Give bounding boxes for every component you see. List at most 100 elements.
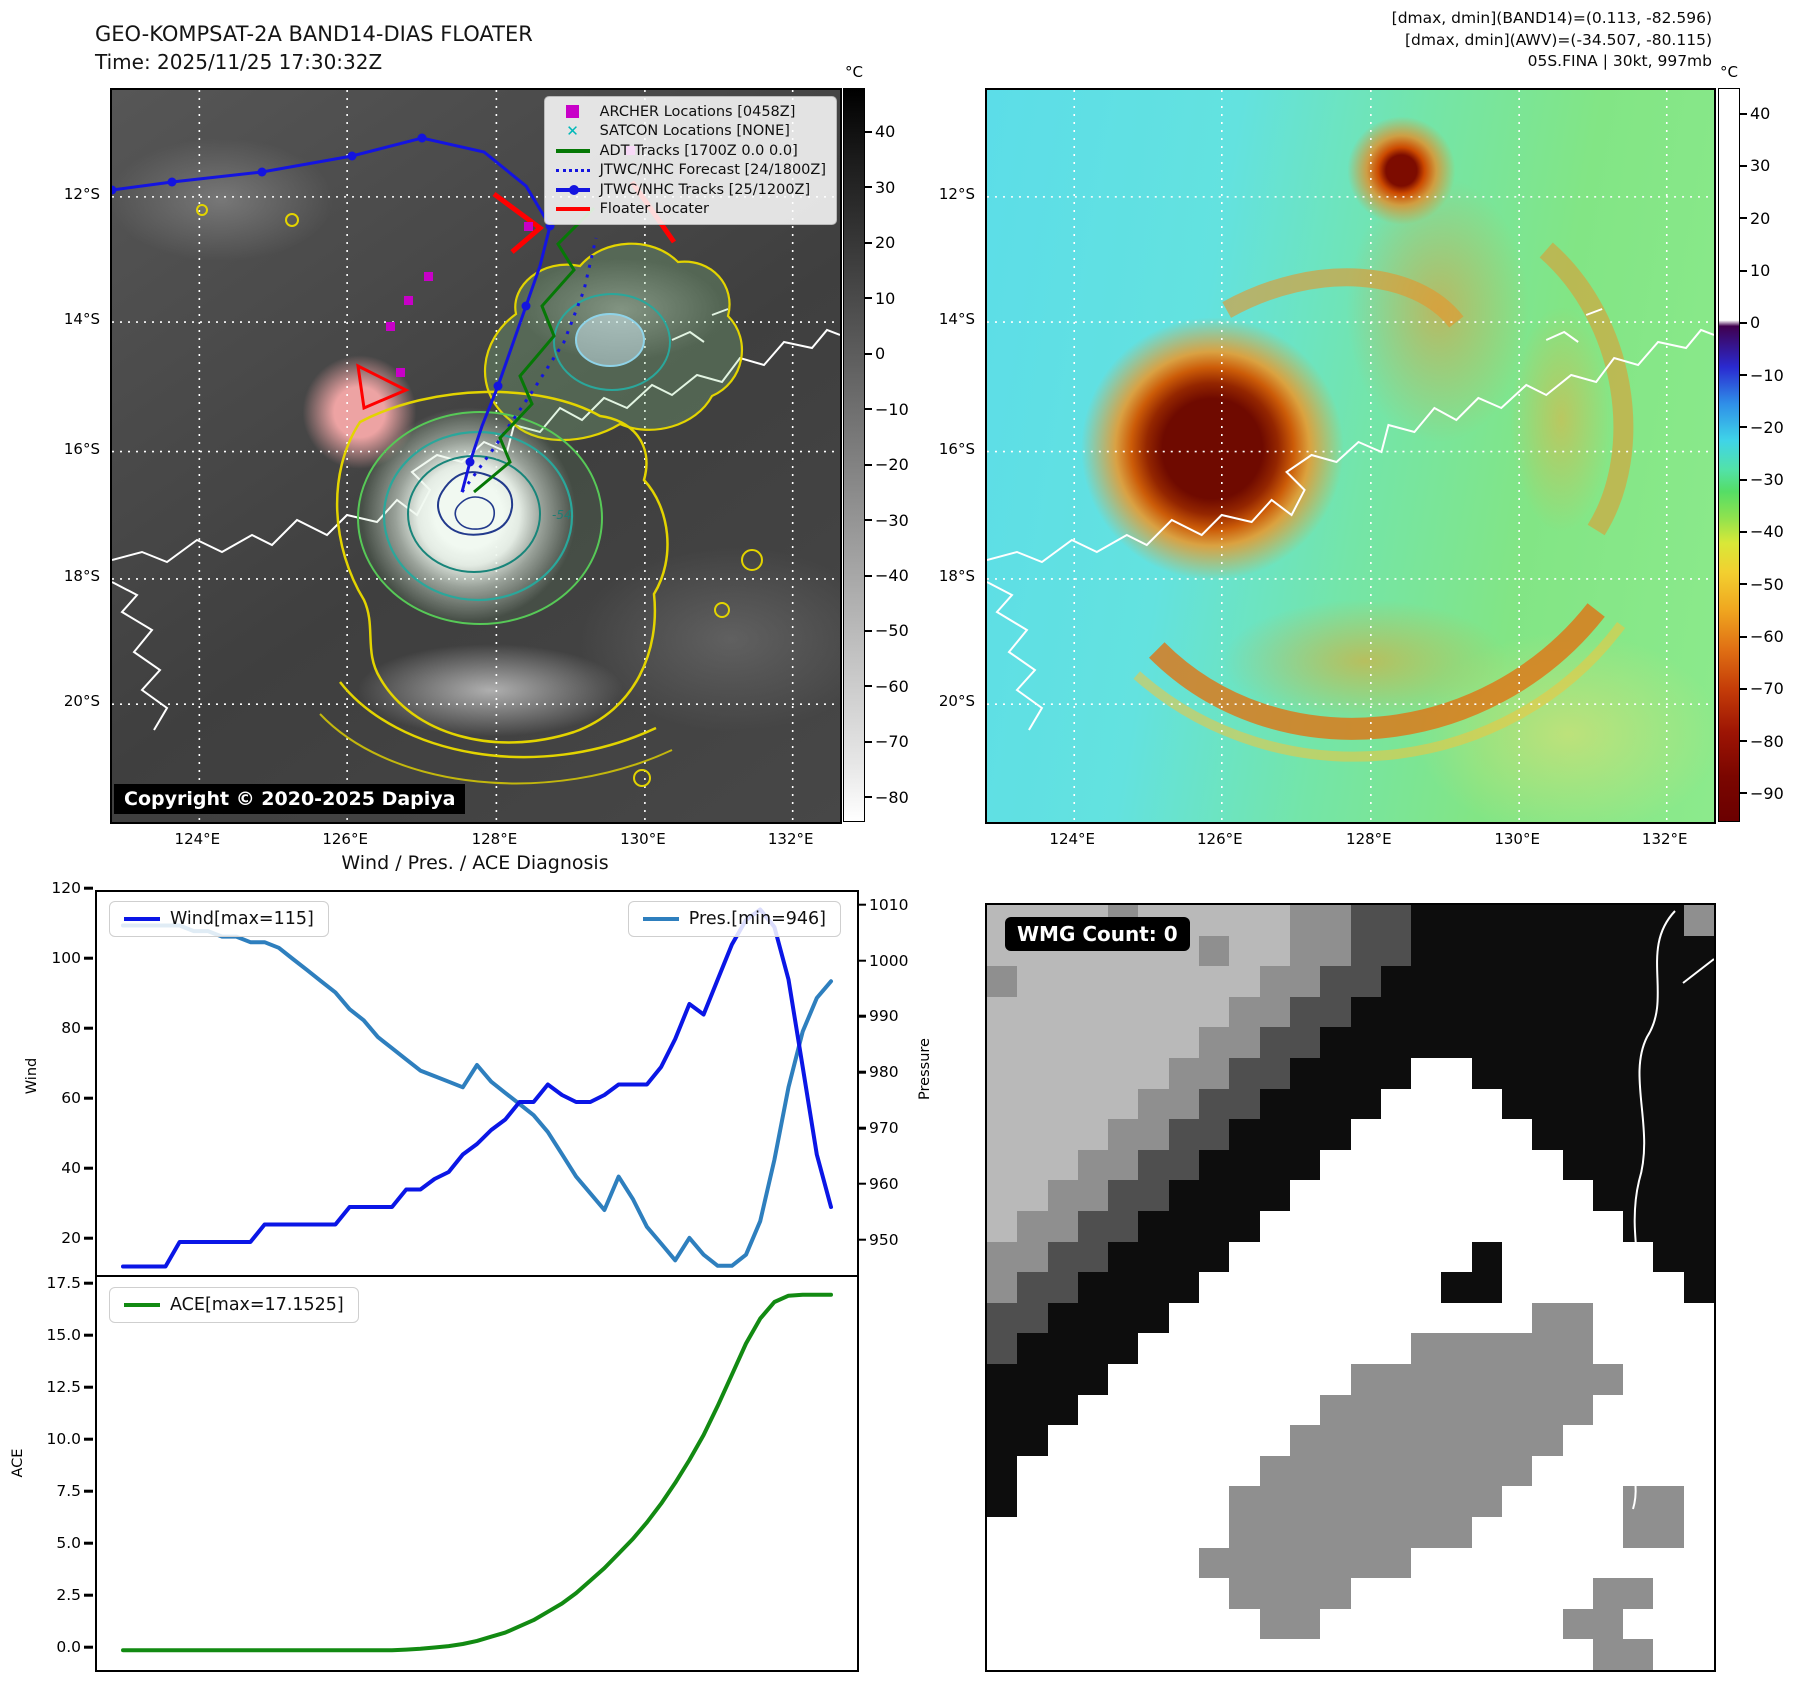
awv-header-line2: [dmax, dmin](AWV)=(-34.507, -80.115) — [1405, 30, 1712, 49]
wmg-cell — [1532, 1608, 1564, 1640]
wmg-cell — [1047, 1364, 1079, 1396]
wmg-cell — [987, 1088, 1018, 1120]
wmg-cell — [1471, 966, 1503, 998]
wmg-cell — [1017, 1608, 1049, 1640]
wmg-cell — [1532, 1486, 1564, 1518]
wmg-cell — [1077, 1578, 1109, 1610]
wmg-cell — [1077, 1517, 1109, 1549]
wmg-cell — [1471, 905, 1503, 937]
wmg-cell — [1380, 1058, 1412, 1090]
wmg-cell — [1199, 1486, 1230, 1518]
wmg-cell — [1562, 1486, 1594, 1518]
ace-ytick: 10.0 — [29, 1430, 81, 1448]
wmg-cell — [1653, 1149, 1685, 1181]
awv-lon-tick: 132°E — [1641, 830, 1688, 848]
wmg-cell — [1138, 1578, 1170, 1610]
wmg-cell — [1350, 1517, 1382, 1549]
wmg-cell — [1320, 1119, 1352, 1151]
wmg-cell — [1683, 1027, 1714, 1059]
wmg-cell — [1017, 1211, 1049, 1243]
wmg-cell — [1380, 1333, 1412, 1365]
band14-lon-tick: 124°E — [174, 830, 221, 848]
wmg-cell — [1077, 1425, 1109, 1457]
map-legend-label: JTWC/NHC Tracks [25/1200Z] — [599, 181, 811, 198]
wmg-cell — [1411, 1425, 1442, 1457]
wmg-cell — [1199, 1149, 1230, 1181]
band14-colorbar-tick: 0 — [875, 344, 886, 364]
wmg-cell — [1229, 966, 1261, 998]
wmg-cell — [1501, 1486, 1533, 1518]
wmg-cell — [1653, 1272, 1685, 1304]
wmg-cell — [1653, 1333, 1685, 1365]
awv-header: [dmax, dmin](BAND14)=(0.113, -82.596) [d… — [1100, 8, 1712, 73]
wmg-cell — [1562, 1088, 1594, 1120]
band14-colorbar-unit: °C — [845, 63, 863, 81]
wmg-cell — [1259, 1149, 1291, 1181]
wmg-cell — [1199, 1272, 1230, 1304]
wmg-cell — [1562, 1241, 1594, 1273]
wmg-cell — [1380, 1088, 1412, 1120]
wmg-cell — [1017, 1302, 1049, 1334]
wmg-cell — [1532, 1088, 1564, 1120]
wmg-cell — [1077, 1455, 1109, 1487]
wmg-cell — [1411, 966, 1442, 998]
wmg-cell — [1471, 1547, 1503, 1579]
wmg-cell — [1411, 935, 1442, 967]
wmg-cell — [1411, 1333, 1442, 1365]
awv-colorbar-tick: 0 — [1750, 313, 1761, 333]
wmg-cell — [1532, 1364, 1564, 1396]
wmg-cell — [1017, 1486, 1049, 1518]
band14-lon-tick: 132°E — [767, 830, 814, 848]
wmg-cell — [1108, 1547, 1140, 1579]
map-legend-label: SATCON Locations [NONE] — [599, 123, 790, 140]
wmg-cell — [1229, 1088, 1261, 1120]
wmg-cell — [1350, 1272, 1382, 1304]
wmg-cell — [1501, 1547, 1533, 1579]
wmg-cell — [1623, 905, 1655, 937]
ace-legend-swatch — [124, 1302, 160, 1308]
wmg-cell — [1471, 1639, 1503, 1670]
wmg-cell — [1077, 1180, 1109, 1212]
wmg-cell — [1653, 1302, 1685, 1334]
wmg-cell — [1108, 1517, 1140, 1549]
wmg-cell — [1350, 1547, 1382, 1579]
wmg-cell — [1289, 905, 1321, 937]
wmg-cell — [1471, 1364, 1503, 1396]
wmg-cell — [987, 1241, 1018, 1273]
wmg-cell — [1532, 935, 1564, 967]
wmg-cell — [1199, 1578, 1230, 1610]
wmg-cell — [1441, 1333, 1473, 1365]
wmg-cell — [1380, 1517, 1412, 1549]
wmg-cell — [1532, 1119, 1564, 1151]
awv-colorbar-tick: −40 — [1750, 522, 1784, 542]
map-legend-item: ARCHER Locations [0458Z] — [553, 102, 826, 122]
wmg-cell — [1653, 1027, 1685, 1059]
ace-ytick: 5.0 — [29, 1534, 81, 1552]
wmg-cell — [1501, 1425, 1533, 1457]
wmg-cell — [1380, 1364, 1412, 1396]
wmg-cell — [1168, 966, 1200, 998]
wmg-cell — [1350, 1578, 1382, 1610]
wmg-cell — [1138, 966, 1170, 998]
wmg-cell — [1320, 1394, 1352, 1426]
wmg-cell — [1501, 935, 1533, 967]
awv-colorbar-tick: −70 — [1750, 679, 1784, 699]
wmg-cell — [1411, 1517, 1442, 1549]
pressure-legend: Pres.[min=946] — [627, 901, 841, 937]
wmg-cell — [1229, 1149, 1261, 1181]
coastline — [1627, 910, 1714, 1510]
wmg-cell — [1320, 1149, 1352, 1181]
pressure-ytick: 950 — [869, 1231, 921, 1249]
wmg-cell — [1108, 1058, 1140, 1090]
wmg-cell — [1592, 1425, 1624, 1457]
wmg-cell — [1289, 1639, 1321, 1670]
map-legend-label: Floater Locater — [599, 201, 710, 218]
wmg-cell — [1350, 935, 1382, 967]
wmg-cell — [1017, 1364, 1049, 1396]
wmg-cell — [1623, 1149, 1655, 1181]
ace-ytick: 12.5 — [29, 1378, 81, 1396]
wmg-cell — [1199, 966, 1230, 998]
wmg-cell — [1653, 1058, 1685, 1090]
wmg-cell — [1320, 1088, 1352, 1120]
